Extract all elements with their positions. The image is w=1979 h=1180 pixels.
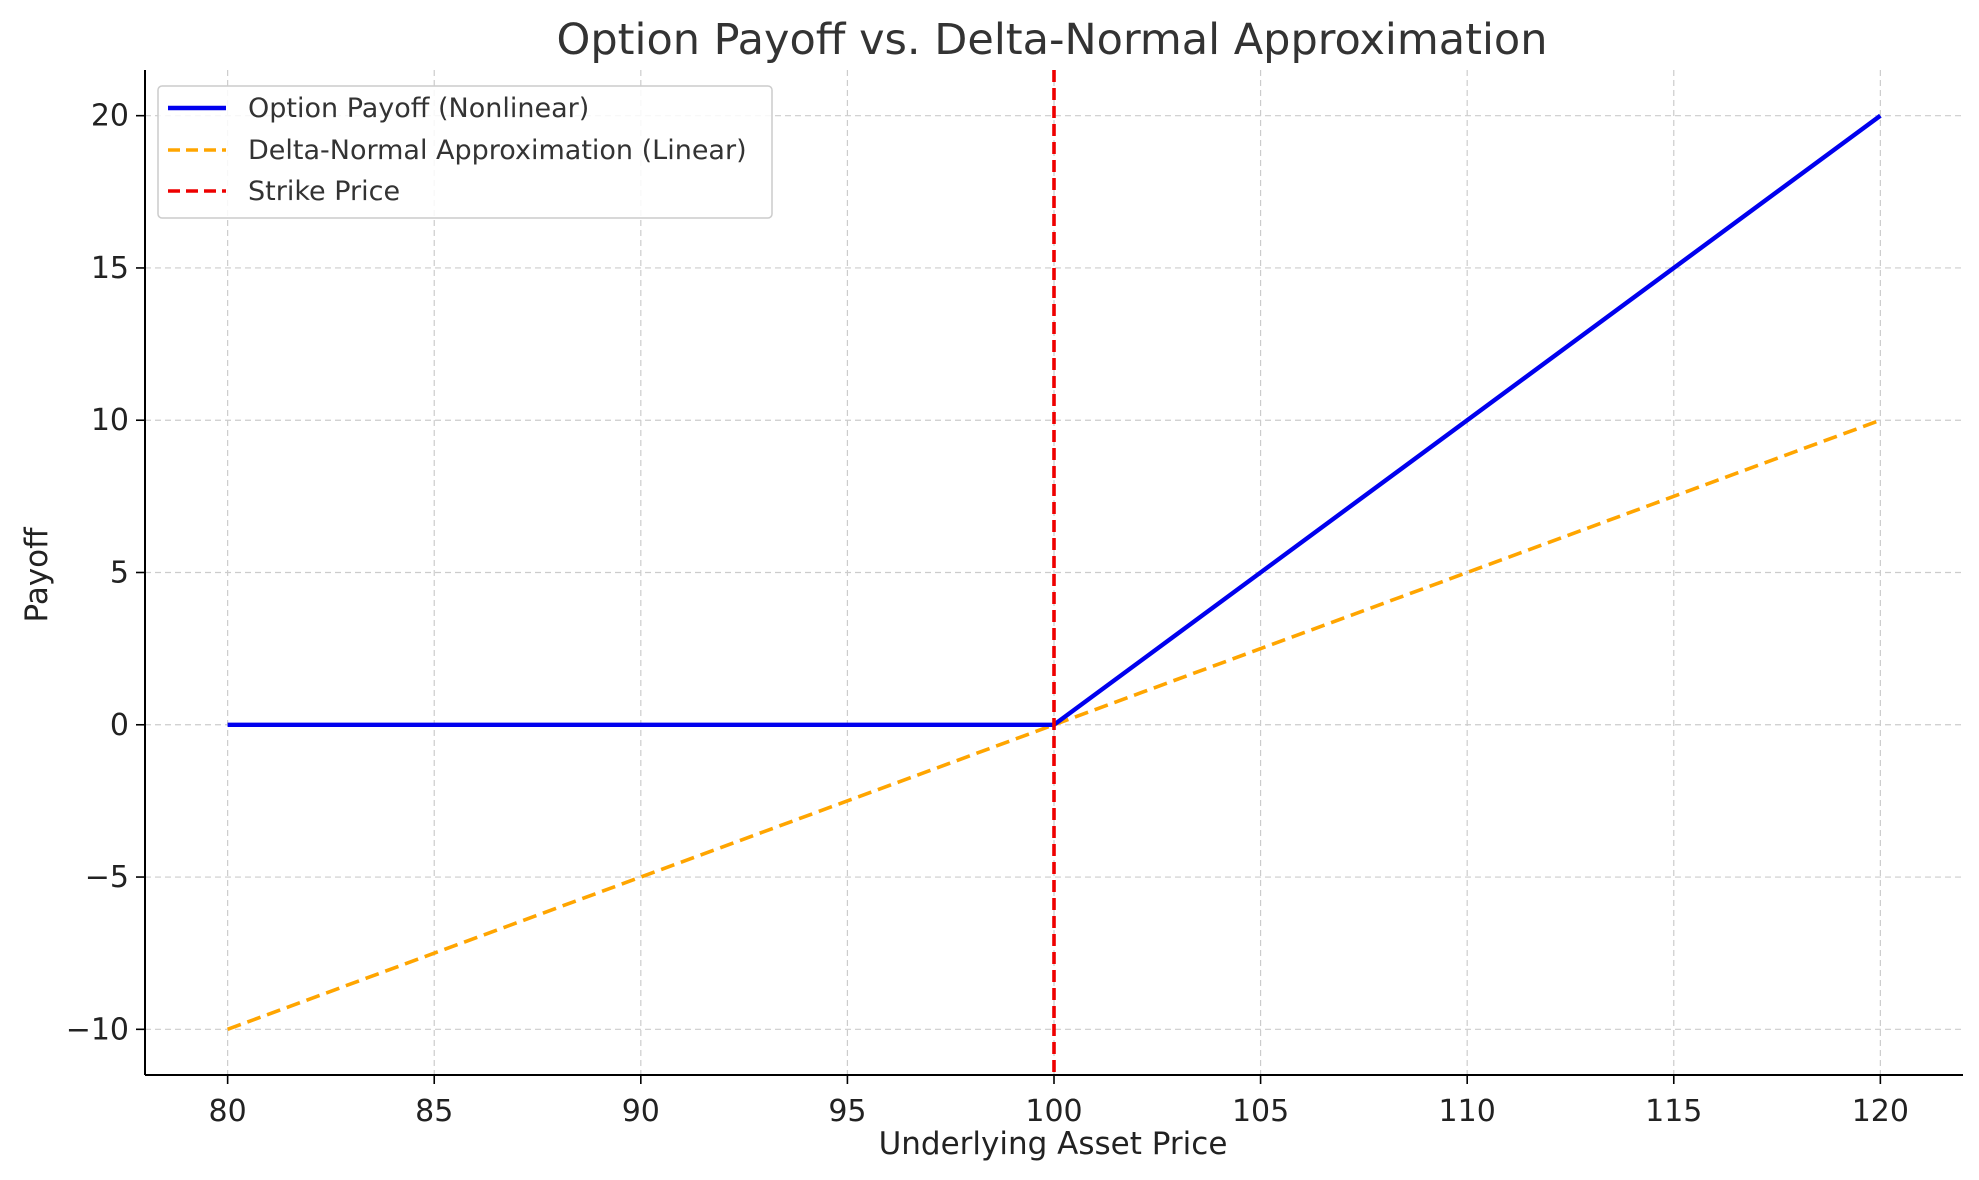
x-tick-label-110: 110 — [1439, 1094, 1496, 1129]
y-tick-label-3: 5 — [110, 556, 129, 591]
legend-frame — [157, 85, 773, 219]
x-tick-label-120: 120 — [1852, 1094, 1909, 1129]
y-tick-label-5: 15 — [91, 251, 129, 286]
legend-label-strike-price: Strike Price — [248, 176, 400, 207]
legend: Option Payoff (Nonlinear) Delta-Normal A… — [157, 85, 773, 219]
chart-title: Option Payoff vs. Delta-Normal Approxima… — [557, 15, 1548, 65]
y-axis-ticks: −10 −5 0 5 10 15 20 — [66, 99, 145, 1047]
legend-label-delta-normal: Delta-Normal Approximation (Linear) — [248, 135, 747, 166]
y-tick-label-6: 20 — [91, 99, 129, 134]
plot-area — [227, 70, 1882, 1075]
y-tick-label-0: −10 — [66, 1012, 129, 1047]
x-tick-label-105: 105 — [1232, 1094, 1289, 1129]
x-tick-label-85: 85 — [415, 1094, 453, 1129]
x-tick-label-90: 90 — [622, 1094, 660, 1129]
x-axis-ticks: 80 85 90 95 100 105 110 115 120 — [209, 1075, 1909, 1129]
x-tick-label-100: 100 — [1025, 1094, 1082, 1129]
legend-label-option-payoff: Option Payoff (Nonlinear) — [248, 93, 589, 124]
y-axis-label: Payoff — [19, 527, 55, 623]
x-axis-label: Underlying Asset Price — [879, 1126, 1228, 1162]
x-tick-label-115: 115 — [1645, 1094, 1702, 1129]
x-tick-label-80: 80 — [209, 1094, 247, 1129]
y-tick-label-2: 0 — [110, 708, 129, 743]
y-tick-label-1: −5 — [85, 860, 129, 895]
x-tick-label-95: 95 — [828, 1094, 866, 1129]
y-tick-label-4: 10 — [91, 403, 129, 438]
